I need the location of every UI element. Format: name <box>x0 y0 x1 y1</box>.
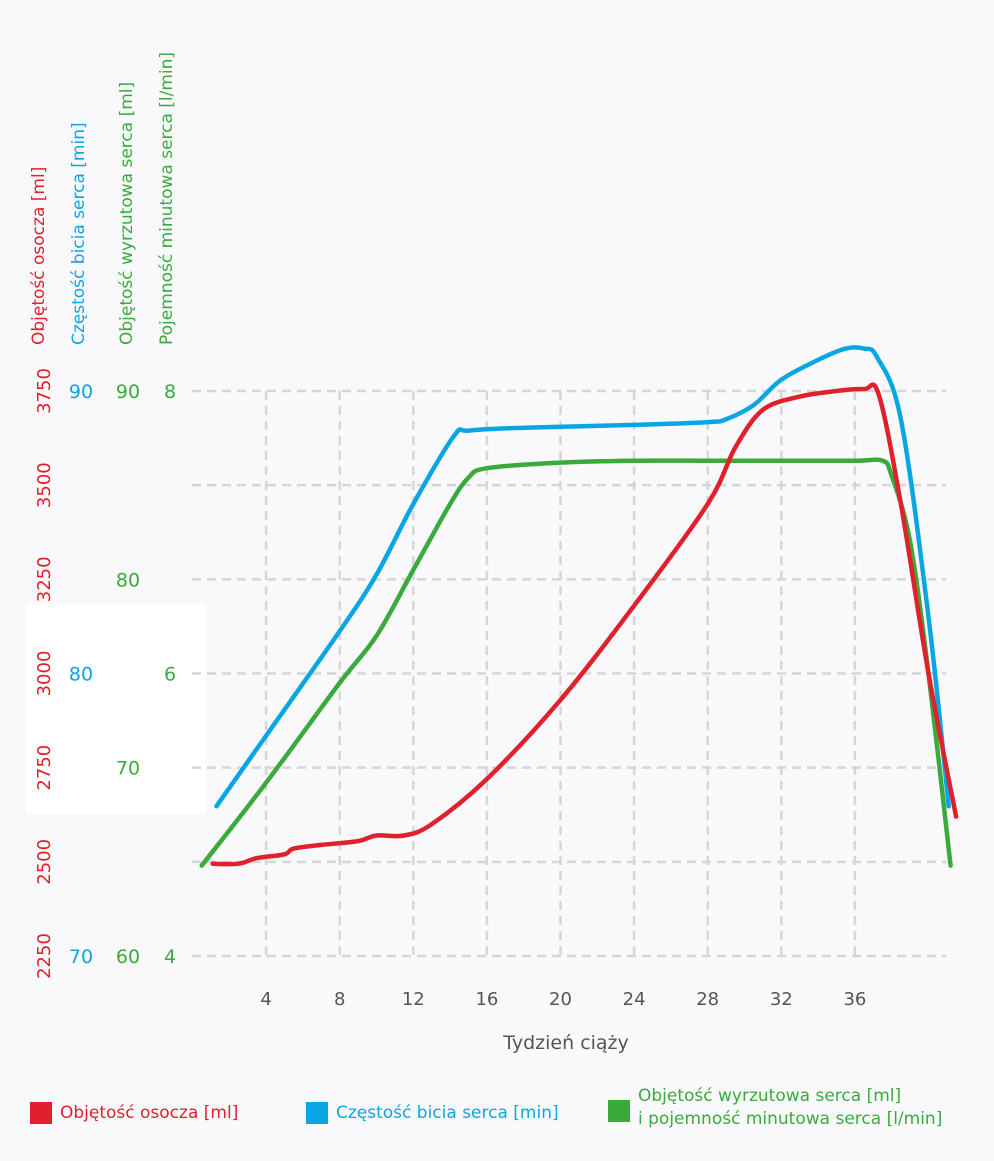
legend-item-stroke: Objętość wyrzutowa serca [ml] i pojemnoś… <box>608 1085 942 1131</box>
line-chart: Objętość osocza [ml] Częstość bicia serca… <box>26 51 959 1054</box>
legend-label-heart-rate: Częstość bicia serca [min] <box>336 1103 559 1123</box>
legend-swatch-stroke <box>608 1100 630 1122</box>
x-axis-title: Tydzień ciąży <box>502 1032 629 1054</box>
legend-swatch-plasma <box>30 1102 52 1124</box>
legend: Objętość osocza [ml] Częstość bicia serc… <box>0 1080 994 1140</box>
legend-label-stroke-line1: Objętość wyrzutowa serca [ml] <box>638 1086 902 1106</box>
x-tick-label: 12 <box>402 989 425 1010</box>
y-axis-title-2: Objętość wyrzutowa serca [ml] <box>117 82 137 345</box>
x-tick-label: 16 <box>475 989 498 1010</box>
x-tick-label: 20 <box>549 989 572 1010</box>
axis-titles: Objętość osocza [ml] Częstość bicia serca… <box>29 52 177 345</box>
legend-swatch-heart-rate <box>306 1102 328 1124</box>
series-line-plasma <box>210 382 959 867</box>
y-tick-label-0: 3750 <box>34 368 55 414</box>
y-tick-label-2: 80 <box>116 569 140 591</box>
y-ticks: 2250 2500 2750 3000 3250 3500 3750 70 80 90 60 70 80… <box>34 368 176 979</box>
y-tick-label-2: 60 <box>116 946 140 968</box>
series-lines <box>199 345 959 868</box>
y-tick-label-0: 2750 <box>34 745 55 791</box>
legend-item-plasma: Objętość osocza [ml] <box>30 1102 238 1124</box>
y-tick-label-1: 70 <box>69 946 93 968</box>
legend-label-plasma: Objętość osocza [ml] <box>60 1103 239 1123</box>
x-tick-label: 4 <box>260 989 271 1010</box>
white-backdrop <box>26 604 206 814</box>
x-ticks: 4 8 12 16 20 24 28 32 36 <box>260 989 866 1010</box>
y-tick-label-3: 8 <box>164 381 176 403</box>
y-tick-label-0: 3000 <box>34 651 55 697</box>
y-axis-title-1: Częstość bicia serca [min] <box>69 122 89 345</box>
y-tick-label-0: 3250 <box>34 556 55 602</box>
y-tick-label-2: 70 <box>116 758 140 780</box>
y-tick-label-2: 90 <box>116 381 140 403</box>
legend-item-heart-rate: Częstość bicia serca [min] <box>306 1102 559 1124</box>
series-line-heart-rate <box>214 345 951 809</box>
y-tick-label-0: 3500 <box>34 462 55 508</box>
y-tick-label-1: 80 <box>69 664 93 686</box>
x-tick-label: 36 <box>843 989 866 1010</box>
y-tick-label-3: 6 <box>164 664 176 686</box>
legend-label-stroke: Objętość wyrzutowa serca [ml] i pojemnoś… <box>638 1085 942 1131</box>
y-tick-label-3: 4 <box>164 946 176 968</box>
y-tick-label-0: 2500 <box>34 839 55 885</box>
x-tick-label: 24 <box>623 989 646 1010</box>
series-line-stroke <box>199 457 953 868</box>
y-tick-label-1: 90 <box>69 381 93 403</box>
grid <box>192 389 946 958</box>
y-axis-title-3: Pojemność minutowa serca [l/min] <box>157 52 177 345</box>
legend-label-stroke-line2: i pojemność minutowa serca [l/min] <box>638 1109 943 1129</box>
x-tick-label: 28 <box>696 989 719 1010</box>
y-tick-label-0: 2250 <box>34 933 55 979</box>
x-tick-label: 32 <box>770 989 793 1010</box>
x-tick-label: 8 <box>334 989 345 1010</box>
y-axis-title-0: Objętość osocza [ml] <box>29 167 49 345</box>
